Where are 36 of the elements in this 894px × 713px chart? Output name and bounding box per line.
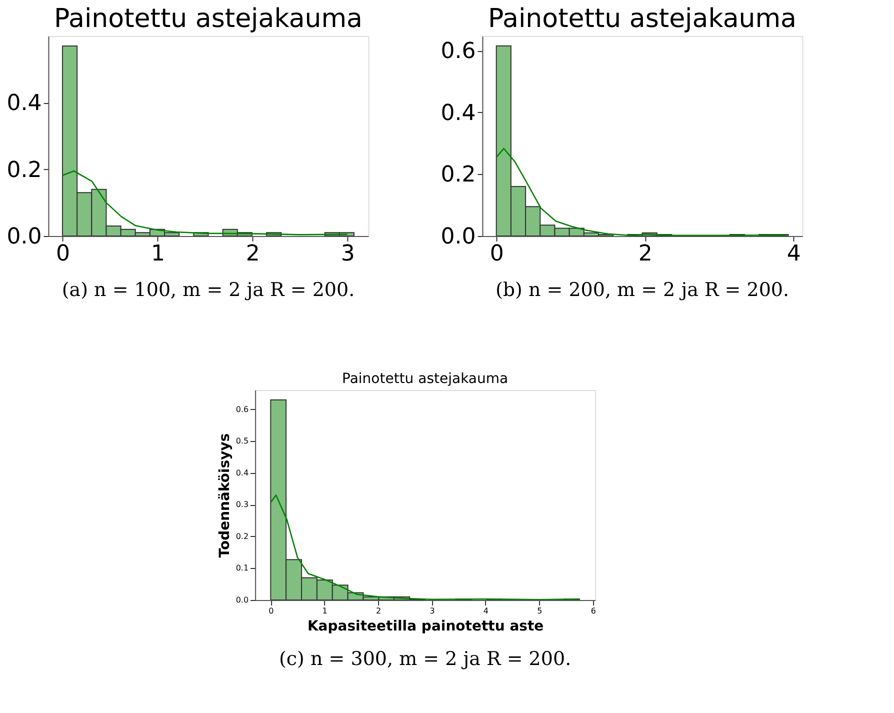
x-tick-label: 4 [786,242,801,266]
x-tick-label: 5 [537,606,542,616]
x-tick-label: 2 [376,606,382,616]
y-tick-label: 0.0 [440,224,476,250]
text: (b) n = 200, m = 2 ja R = 200. [495,279,790,301]
x-tick-label: 0 [490,242,504,266]
x-axis-title: Kapasiteetilla painotettu aste [307,618,544,634]
x-tick-label: 2 [638,242,652,266]
y-tick-label: 0.5 [236,436,249,446]
x-tick-label: 0 [56,242,70,266]
y-tick-label: 0.4 [236,468,249,478]
y-tick-label: 0.0 [6,224,42,250]
y-tick-label: 0.6 [440,39,476,64]
chart-title: Painotettu astejakauma [342,371,508,387]
y-tick-label: 0.6 [236,404,249,414]
text: (c) n = 300, m = 2 ja R = 200. [278,648,572,670]
y-tick-label: 0.4 [440,100,476,126]
y-tick-label: 0.2 [236,532,249,541]
text: (a) n = 100, m = 2 ja R = 200. [62,279,355,301]
chart-title: Painotettu astejakauma [488,4,796,34]
y-tick-label: 0.2 [440,162,476,188]
chart-title: Painotettu astejakauma [54,4,362,34]
x-tick-label: 6 [590,606,596,616]
y-axis-title: Todennäköisyys [216,433,233,558]
x-tick-label: 0 [268,606,274,616]
x-tick-label: 1 [322,606,328,616]
y-tick-label: 0.0 [236,596,249,604]
x-tick-label: 1 [150,242,165,266]
x-tick-label: 3 [340,242,355,266]
y-tick-label: 0.4 [6,91,42,116]
y-tick-label: 0.1 [236,564,249,573]
x-tick-label: 3 [430,606,435,616]
x-tick-label: 2 [246,242,260,266]
y-tick-label: 0.2 [6,158,42,183]
y-tick-label: 0.3 [236,500,249,510]
x-tick-label: 4 [483,606,489,616]
